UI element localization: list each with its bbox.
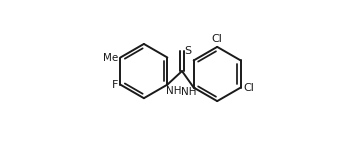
Text: S: S [184,46,191,56]
Text: F: F [111,80,118,90]
Text: Cl: Cl [243,83,254,92]
Text: Cl: Cl [212,34,223,44]
Text: Me: Me [103,53,118,62]
Text: NH: NH [181,87,197,97]
Text: NH: NH [166,86,181,96]
